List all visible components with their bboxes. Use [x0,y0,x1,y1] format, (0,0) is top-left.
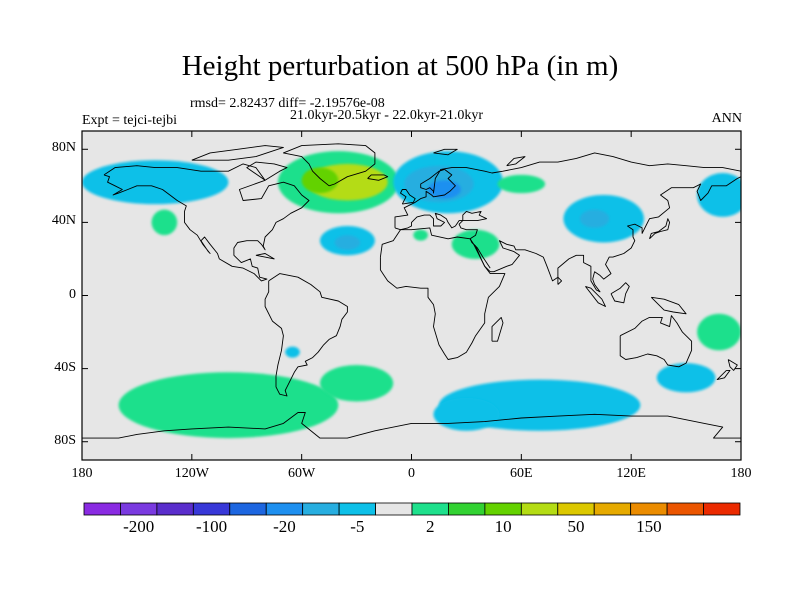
coastline-africa [379,227,506,360]
lon-label: 180 [730,466,752,481]
coastline-new-zealand-north [727,359,738,371]
colorbar-label: 2 [425,517,435,536]
lat-label: 0 [69,286,76,302]
colorbar-swatch [557,502,595,516]
colorbar-label: 10 [494,517,512,536]
coastline-sri-lanka [557,276,563,285]
anomaly-southern-ocean-positive [118,372,339,439]
period-label: 21.0kyr-20.5kyr - 22.0kyr-21.0kyr [290,108,484,123]
coastline-greenland [282,143,376,187]
anomaly-southern-indian-negative-east [433,397,500,431]
coastline-madagascar [491,316,504,342]
coastline-japan [649,218,671,240]
colorbar-swatch [411,502,449,516]
anomaly-southern-ocean-positive-east [319,364,394,402]
anomaly-south-pacific-negative [656,363,716,393]
coastline-borneo [610,282,630,304]
coastline-baffin [246,161,288,181]
colorbar-swatch [338,502,376,516]
coastline-north-america [103,163,310,282]
colorbar-swatch [703,502,741,516]
coastline-iceland [367,174,389,181]
anomaly-mediterranean-positive [413,229,428,241]
coastline-svalbard [433,148,458,156]
anomaly-ural-positive [497,174,546,194]
colorbar-swatch [484,502,522,516]
coastline-new-zealand-south [716,369,731,381]
rmsd-diff-label: rmsd= 2.82437 diff= -2.19576e-08 [190,96,385,111]
experiment-label: Expt = tejci-tejbi [82,113,177,128]
lon-label: 120W [174,466,209,481]
coastline-arctic-islands [191,145,284,161]
coastline-novaya-zemlya [506,156,526,167]
coastline-antarctica [82,412,741,439]
coastline-sumatra [585,285,606,307]
coastline-australia [619,315,693,368]
lat-label: 40S [54,359,76,375]
axis-ticks [81,131,742,460]
coastline-cuba [255,253,275,260]
colorbar-swatch [302,502,340,516]
colorbar-swatch [666,502,704,516]
lon-label: 60W [288,466,316,481]
anomaly-south-america-negative [285,346,300,358]
coastline-arabia-red-sea [473,243,491,269]
anomaly-pacific-positive [151,209,178,236]
colorbar-swatch [593,502,632,516]
colorbar-swatch [520,502,559,516]
colorbar-label: -200 [123,517,155,536]
colorbar-swatch [630,502,668,516]
lat-label: 80N [51,140,76,156]
anomaly-north-atlantic-positive-core-west [301,167,339,194]
colorbar-swatch [120,502,158,516]
season-label: ANN [711,111,742,126]
colorbar-swatch [156,502,194,516]
anomaly-australia-positive [697,313,741,351]
colorbar-swatch [83,502,121,516]
anomaly-central-atlantic-negative-core [334,235,361,250]
lat-label: 80S [54,432,76,448]
coastline-eurasia [394,152,741,293]
coastline-british-isles [400,189,416,205]
colorbar [83,502,741,516]
colorbar-label: 50 [567,517,585,536]
colorbar-swatch [265,502,304,516]
colorbar-label: -5 [350,517,365,536]
coastline-south-america [264,273,348,397]
anomaly-middle-east-positive [451,229,500,259]
lon-label: 180 [71,466,93,481]
lon-label: 60E [510,466,533,481]
colorbar-swatch [192,502,231,516]
anomaly-east-asia-negative-core [579,209,610,228]
colorbar-label: -20 [273,517,296,536]
colorbar-swatch [375,502,413,516]
map-title: Height perturbation at 500 hPa (in m) [181,50,619,82]
colorbar-swatch [229,502,267,516]
anomaly-far-east-negative [697,173,741,217]
lon-label: 0 [408,466,415,481]
colorbar-label: 150 [636,517,662,536]
anomaly-north-america-negative [82,160,229,205]
coastline-new-guinea [650,296,687,315]
colorbar-label: -100 [195,517,228,536]
colorbar-swatch [448,502,486,516]
lat-label: 40N [51,213,76,229]
coastlines [82,143,741,439]
lon-label: 120E [616,466,646,481]
anomaly-siberia-negative-inner [427,180,461,199]
